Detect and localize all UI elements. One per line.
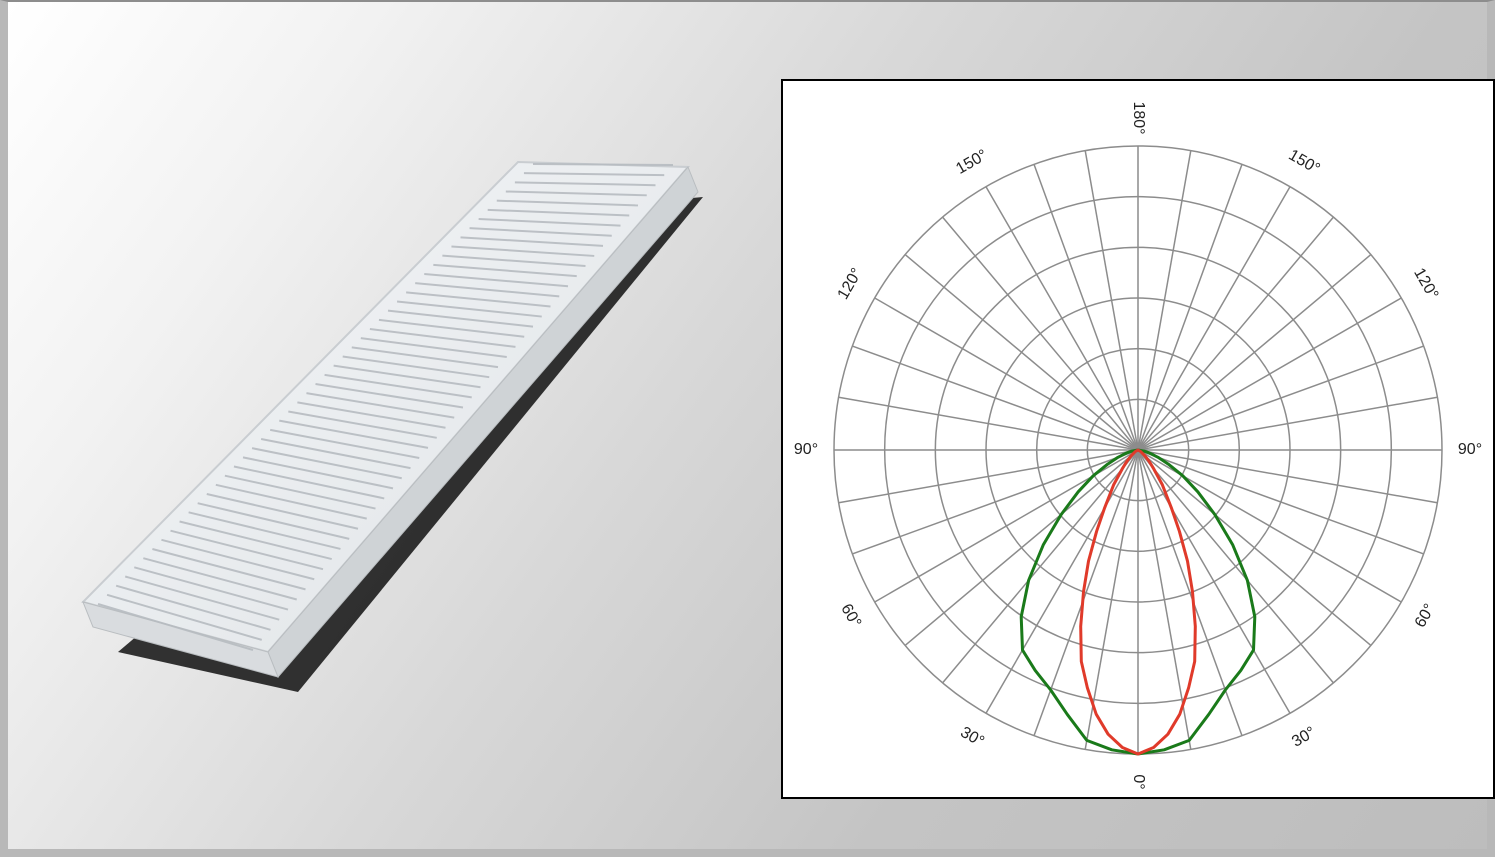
polar-spoke xyxy=(904,449,1139,646)
lens-rib xyxy=(351,346,499,369)
polar-spoke xyxy=(904,254,1139,451)
lens-rib xyxy=(360,337,507,358)
polar-spoke xyxy=(1137,254,1372,451)
lens-rib xyxy=(279,419,429,449)
polar-spoke xyxy=(1137,449,1291,714)
polar-spoke xyxy=(942,216,1139,451)
lens-rib xyxy=(469,227,612,237)
lens-rib xyxy=(197,502,350,540)
polar-spoke xyxy=(985,449,1139,714)
polar-spoke xyxy=(852,449,1139,555)
lens-rib xyxy=(505,190,647,197)
lens-rib xyxy=(115,584,271,631)
lens-rib xyxy=(270,428,420,460)
lens-rib xyxy=(242,456,394,490)
angle-label-150-right: 150° xyxy=(1286,147,1323,178)
lens-rib xyxy=(451,245,595,257)
polar-spoke xyxy=(1137,449,1424,555)
angle-label-90-left: 90° xyxy=(794,441,818,458)
series-curve-2 xyxy=(1079,448,1197,756)
polar-series xyxy=(1019,448,1257,756)
polar-spoke xyxy=(1137,449,1243,736)
lens-rib xyxy=(460,236,604,247)
polar-chart-panel: 180° 150° 150° 120° 120° 90° 90° 60° 60° 30° 30° 0° xyxy=(781,79,1495,799)
lens-rib xyxy=(424,273,569,288)
angle-label-0-center: 0° xyxy=(1130,774,1147,789)
polar-spoke xyxy=(874,297,1139,451)
lens-rib xyxy=(514,181,656,187)
lens-rib xyxy=(260,438,411,470)
angle-label-60-right: 60° xyxy=(1412,601,1439,630)
lens-rib xyxy=(306,392,455,419)
lens-rib xyxy=(170,529,324,571)
polar-luminous-intensity-chart: 180° 150° 150° 120° 120° 90° 90° 60° 60° 30° 30° 0° xyxy=(794,101,1482,789)
lens-rib xyxy=(215,483,367,520)
lens-rib xyxy=(106,593,263,641)
lens-rib xyxy=(188,511,341,550)
lens-rib xyxy=(532,163,674,166)
polar-spoke xyxy=(1137,216,1334,451)
lens-rib xyxy=(233,465,385,500)
polar-spoke xyxy=(1137,449,1192,750)
lens-rib xyxy=(333,364,481,389)
angle-label-120-right: 120° xyxy=(1410,265,1441,302)
polar-spoke xyxy=(1137,449,1438,504)
polar-spoke xyxy=(1137,164,1243,451)
polar-spoke xyxy=(1033,449,1139,736)
lens-rib xyxy=(496,199,639,207)
lens-rib xyxy=(206,493,359,530)
lens-rib xyxy=(396,300,542,318)
lens-rib xyxy=(97,603,254,651)
polar-spoke xyxy=(985,186,1139,451)
lens-rib xyxy=(415,282,560,298)
lens-rib xyxy=(442,254,586,268)
lens-rib xyxy=(124,575,280,621)
polar-spoke xyxy=(1137,449,1334,684)
angle-label-30-left: 30° xyxy=(957,724,986,751)
angle-label-150-left: 150° xyxy=(953,147,990,178)
lens-rib xyxy=(387,309,534,328)
lens-rib xyxy=(487,208,630,217)
lens-rib xyxy=(433,263,577,278)
polar-spoke xyxy=(1137,345,1424,451)
lens-rib xyxy=(179,520,332,561)
lens-rib xyxy=(523,172,665,177)
lens-rib xyxy=(143,557,298,601)
polar-spoke xyxy=(1137,449,1372,646)
lens-rib xyxy=(251,447,402,480)
lens-rib xyxy=(324,373,472,399)
polar-spoke xyxy=(852,345,1139,451)
polar-spoke xyxy=(942,449,1139,684)
lens-rib xyxy=(288,410,437,439)
angle-label-120-left: 120° xyxy=(835,265,866,302)
angle-label-60-left: 60° xyxy=(837,601,864,630)
lens-rib xyxy=(161,538,315,581)
polar-spoke xyxy=(1084,449,1139,750)
lens-rib xyxy=(152,548,306,591)
polar-grid xyxy=(833,145,1443,755)
lens-rib xyxy=(315,383,464,409)
lens-rib xyxy=(406,291,551,308)
lens-rib xyxy=(297,401,446,429)
angle-label-90-right: 90° xyxy=(1458,441,1482,458)
polar-spoke xyxy=(1137,396,1438,451)
polar-spoke xyxy=(838,449,1139,504)
polar-spoke xyxy=(1137,186,1291,451)
lens-rib xyxy=(369,328,516,348)
lens-rib xyxy=(224,474,376,510)
polar-spoke xyxy=(1033,164,1139,451)
polar-spoke xyxy=(1137,150,1192,451)
polar-spoke xyxy=(838,396,1139,451)
polar-spoke xyxy=(1137,297,1402,451)
polar-spoke xyxy=(1084,150,1139,451)
lens-rib xyxy=(378,318,525,338)
led-lens-product-image xyxy=(81,160,703,692)
angle-label-30-right: 30° xyxy=(1289,724,1318,751)
lens-rib xyxy=(133,566,289,611)
lens-rib xyxy=(478,218,621,227)
angle-label-180-center: 180° xyxy=(1130,101,1147,134)
lens-rib xyxy=(342,355,490,379)
